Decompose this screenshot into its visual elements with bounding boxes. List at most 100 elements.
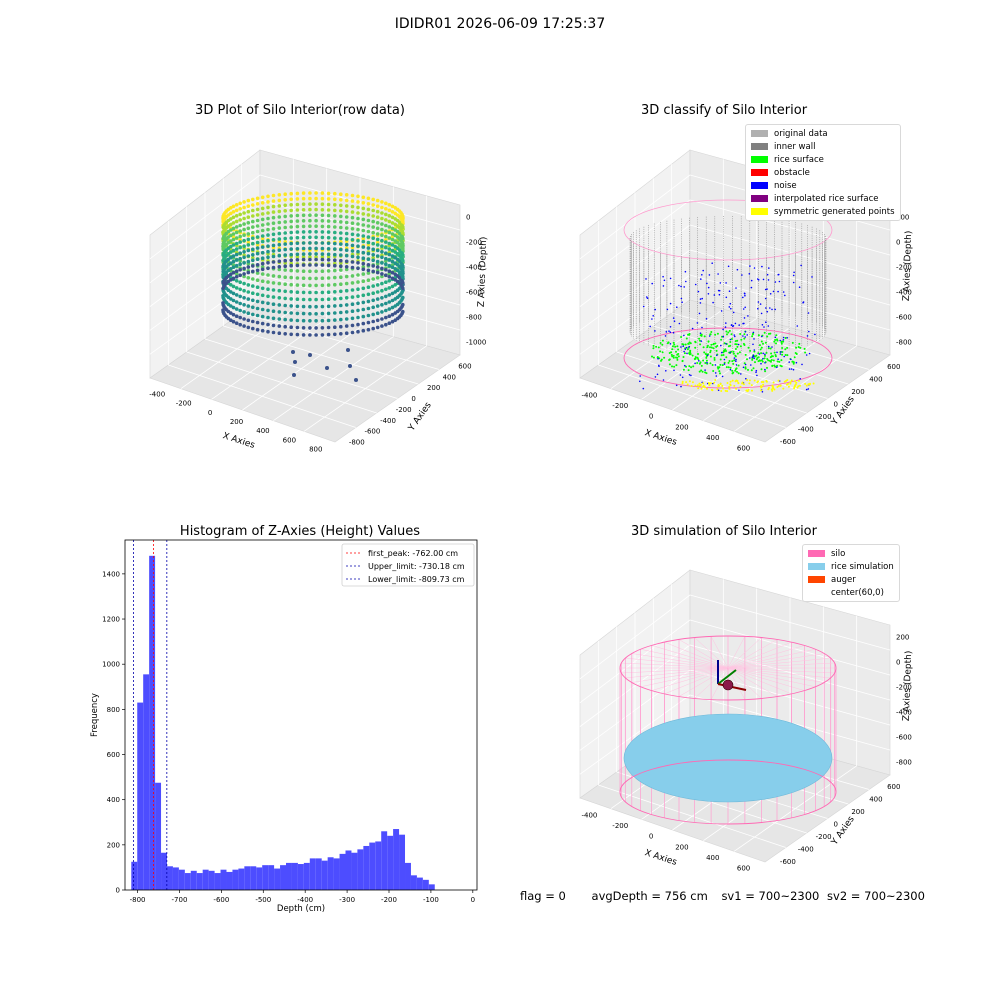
raw-point: [271, 243, 276, 248]
raw-point: [366, 257, 371, 261]
raw-point: [390, 232, 395, 236]
rice-surface-point: [705, 356, 708, 359]
raw-point: [375, 270, 380, 275]
raw-point: [234, 286, 239, 290]
raw-point: [295, 208, 300, 212]
raw-point: [387, 321, 392, 325]
silo-roof-line: [710, 636, 729, 669]
raw-point: [356, 222, 360, 226]
silo-top-rim: [619, 635, 837, 701]
raw-point: [255, 235, 260, 239]
raw-point: [277, 193, 282, 197]
legend-swatch: [751, 169, 768, 176]
rice-surface-point: [681, 359, 684, 362]
noise-point: [724, 326, 727, 328]
histogram-xtick: -500: [255, 896, 271, 904]
silo-roof-line: [727, 636, 746, 669]
raw-point: [289, 311, 293, 315]
raw-point: [375, 204, 380, 208]
raw-point: [320, 304, 325, 309]
raw-point: [339, 247, 343, 252]
noise-point: [727, 265, 730, 268]
raw-point: [326, 247, 331, 251]
noise-point: [753, 349, 756, 351]
raw-point: [238, 322, 242, 327]
histogram-bar: [339, 853, 346, 890]
raw-point: [401, 242, 405, 246]
rice-surface-point: [743, 362, 746, 365]
raw-point: [277, 317, 282, 321]
panel2-xtick: 400: [706, 434, 719, 442]
silo-roof-line: [727, 667, 778, 697]
raw-point: [242, 244, 246, 248]
noise-point: [788, 361, 790, 363]
raw-point: [255, 299, 260, 304]
noise-point: [752, 354, 755, 357]
panel4-ytick: -200: [816, 833, 832, 841]
raw-point: [229, 255, 233, 260]
raw-point: [295, 290, 300, 294]
histogram-legend-label: Upper_limit: -730.18 cm: [368, 562, 465, 571]
raw-point: [320, 246, 325, 251]
raw-point: [289, 191, 293, 196]
noise-point: [715, 375, 718, 377]
panel4-ytick: 0: [834, 821, 838, 829]
symmetric-point: [776, 386, 779, 388]
raw-point: [314, 276, 318, 281]
raw-point: [308, 312, 312, 316]
rice-surface-point: [723, 350, 726, 353]
raw-point: [289, 252, 293, 257]
raw-point: [266, 261, 270, 265]
raw-point: [371, 219, 375, 224]
noise-point: [762, 352, 764, 355]
rice-surface-point: [727, 366, 730, 369]
histogram-bar: [262, 865, 269, 890]
raw-point: [333, 225, 337, 229]
rice-surface-point: [728, 329, 731, 332]
symmetric-point: [757, 380, 760, 383]
raw-point: [246, 226, 251, 231]
noise-point: [753, 357, 755, 360]
panel4-ytick: -600: [780, 858, 796, 866]
symmetric-point: [734, 380, 737, 383]
noise-point: [730, 307, 732, 310]
raw-point: [393, 311, 398, 315]
raw-point: [333, 214, 337, 218]
noise-point: [683, 350, 685, 353]
raw-point: [234, 293, 239, 297]
raw-point: [234, 321, 239, 325]
raw-point: [384, 322, 388, 327]
raw-point: [234, 252, 239, 257]
raw-point: [295, 269, 300, 273]
legend-label: inner wall: [774, 141, 816, 152]
raw-point: [277, 259, 282, 264]
raw-point: [266, 216, 270, 221]
raw-point: [277, 253, 282, 258]
raw-point: [255, 263, 260, 267]
rice-surface-point: [659, 342, 662, 344]
raw-point: [301, 269, 306, 273]
symmetric-point: [772, 381, 775, 384]
rice-surface-point: [710, 346, 713, 349]
noise-point: [699, 302, 702, 304]
raw-point: [380, 288, 384, 293]
raw-point: [242, 238, 246, 243]
raw-point: [238, 201, 242, 206]
raw-point: [350, 288, 355, 292]
noise-point: [772, 290, 775, 293]
raw-point: [231, 270, 236, 275]
raw-point: [320, 224, 325, 229]
raw-point: [266, 315, 270, 320]
raw-point: [308, 304, 312, 309]
symmetric-point: [708, 382, 711, 385]
rice-surface-point: [729, 344, 732, 347]
raw-point: [320, 318, 325, 323]
raw-point: [333, 197, 337, 202]
rice-surface-point: [712, 342, 715, 345]
raw-point: [314, 246, 318, 251]
raw-point: [350, 309, 355, 313]
rice-surface-point: [754, 361, 756, 364]
raw-point: [354, 378, 358, 382]
panel2-zlabel: Z Axies (Depth): [902, 231, 914, 302]
noise-point: [779, 339, 781, 342]
